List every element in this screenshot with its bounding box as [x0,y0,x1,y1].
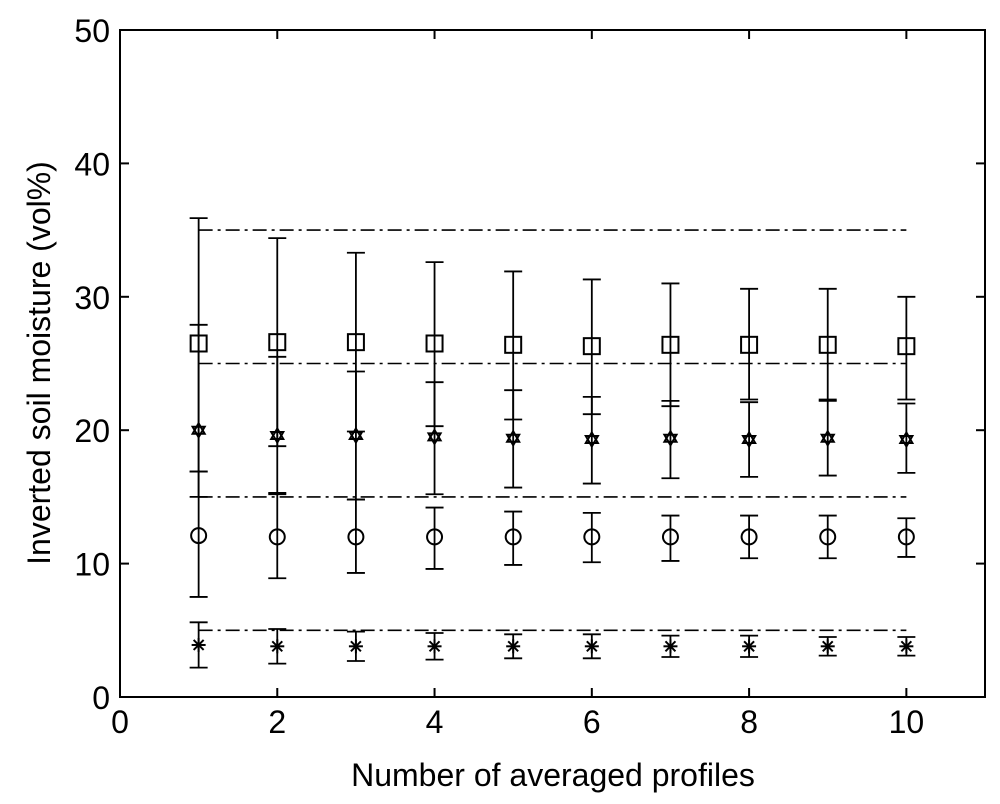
circle-marker [897,528,915,546]
asterisk-stroke [900,640,913,653]
square-marker [897,337,916,356]
asterisk-marker [663,639,678,654]
circle-marker-shape [740,528,758,546]
asterisk-stroke [428,640,441,653]
square-marker [268,333,287,352]
circle-marker [583,528,601,546]
square-marker-shape [582,337,601,356]
square-marker [504,335,523,354]
x-tick-label: 0 [111,704,129,740]
asterisk-marker [191,637,206,652]
hexagram-triangle [348,426,364,440]
hexagram-marker [662,429,679,448]
x-tick-label: 2 [268,704,286,740]
hexagram-marker [426,427,443,446]
hexagram-triangle [819,433,836,448]
circle-marker [740,528,758,546]
circle-marker-shape [190,527,208,545]
asterisk-stroke [664,640,677,653]
hexagram-triangle [426,432,443,446]
hexagram-triangle [584,430,600,444]
hexagram-triangle [819,429,836,443]
square-marker-shape [740,335,759,354]
square-marker-shape [818,335,837,354]
circle-marker-shape [583,528,601,546]
asterisk-stroke [271,640,283,653]
circle-marker [661,528,679,546]
y-tick-label: 20 [74,413,110,449]
hexagram-triangle [505,433,521,448]
x-tick-label: 8 [740,704,758,740]
circle-marker [268,528,286,546]
square-marker-shape [425,334,444,353]
x-axis-title: Number of averaged profiles [351,757,755,793]
square-marker [425,334,444,353]
x-tick-label: 10 [889,704,925,740]
hexagram-triangle [741,430,757,444]
y-tick-label: 30 [74,280,110,316]
hexagram-triangle [584,435,600,449]
asterisk-marker [506,639,521,654]
hexagram-marker [741,430,757,449]
hexagram-marker [898,430,915,449]
circle-marker-shape [897,528,915,546]
hexagram-marker [505,429,521,448]
square-marker-shape [268,333,287,352]
hexagram-triangle [662,429,679,443]
square-marker-shape [346,333,365,352]
square-marker [818,335,837,354]
square-marker [740,335,759,354]
square-marker [582,337,601,356]
hexagram-triangle [662,433,679,448]
y-tick-label: 40 [74,146,110,182]
asterisk-stroke [192,639,205,651]
hexagram-triangle [426,427,443,442]
asterisk-stroke [743,640,755,653]
asterisk-stroke [507,640,519,653]
circle-marker [504,528,522,546]
square-marker-shape [661,335,680,354]
circle-marker [426,528,444,546]
circle-marker-shape [819,528,837,546]
asterisk-stroke [350,640,362,653]
asterisk-stroke [822,640,834,653]
hexagram-triangle [741,435,757,449]
y-axis-title: Inverted soil moisture (vol%) [21,161,57,565]
hexagram-triangle [505,429,521,443]
x-tick-label: 6 [583,704,601,740]
square-marker [346,333,365,352]
square-marker [189,334,208,353]
y-tick-label: 0 [92,680,110,716]
circle-marker [347,528,365,546]
asterisk-stroke [586,640,598,653]
axes-frame [119,29,986,698]
asterisk-marker [742,639,757,654]
circle-marker [819,528,837,546]
circle-marker-shape [426,528,444,546]
hexagram-triangle [898,430,915,444]
asterisk-marker [348,639,363,654]
hexagram-marker [819,429,836,448]
circle-marker-shape [661,528,679,546]
square-marker-shape [189,334,208,353]
square-marker-shape [504,335,523,354]
hexagram-marker [584,430,600,449]
circle-marker [190,527,208,545]
asterisk-marker [584,639,599,654]
hexagram-triangle [898,435,915,449]
circle-marker-shape [347,528,365,546]
y-tick-label: 50 [74,13,110,49]
asterisk-marker [427,639,442,654]
asterisk-marker [899,639,914,654]
circle-marker-shape [268,528,286,546]
asterisk-marker [270,639,285,654]
asterisk-marker [820,639,835,654]
y-tick-label: 10 [74,547,110,583]
circle-marker-shape [504,528,522,546]
plot-area: 0 2 4 6 8 10 0 10 20 30 40 50 [74,13,986,740]
square-marker-shape [897,337,916,356]
x-tick-label: 4 [426,704,444,740]
square-marker [661,335,680,354]
